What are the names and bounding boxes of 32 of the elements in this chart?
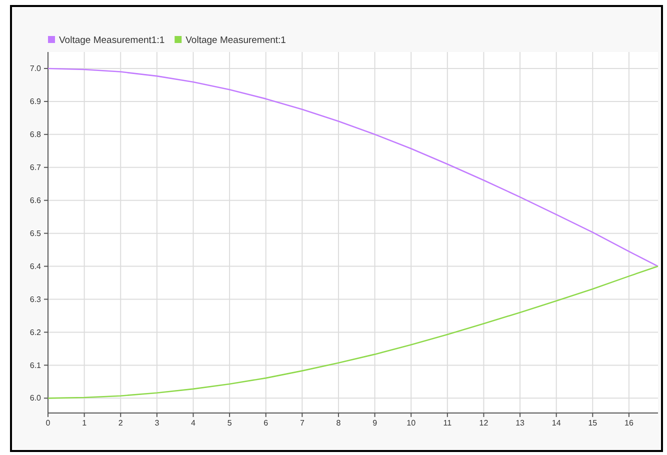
- y-tick-label: 6.5: [30, 228, 42, 238]
- x-tick-label: 0: [46, 418, 51, 428]
- y-tick-label: 6.6: [30, 196, 42, 205]
- x-tick-label: 7: [300, 418, 305, 428]
- x-tick-label: 14: [552, 418, 562, 428]
- x-tick-label: 13: [516, 418, 526, 428]
- x-tick-label: 11: [443, 418, 452, 428]
- x-tick-label: 4: [191, 418, 196, 428]
- x-tick-label: 8: [336, 418, 342, 428]
- x-tick-label: 3: [154, 418, 160, 428]
- x-tick-label: 10: [406, 418, 416, 428]
- x-tick-label: 9: [372, 418, 378, 428]
- y-tick-label: 6.7: [30, 162, 42, 172]
- x-tick-label: 12: [479, 418, 489, 428]
- legend-label: Voltage Measurement:1: [186, 35, 286, 46]
- line-series: [47, 266, 659, 399]
- x-tick-label: 1: [82, 418, 88, 428]
- y-tick-label: 6.1: [30, 360, 42, 370]
- y-tick-label: 7.0: [30, 64, 42, 74]
- y-tick-label: 6.9: [30, 97, 42, 106]
- x-tick-label: 5: [227, 418, 232, 428]
- x-tick-label: 2: [118, 418, 124, 428]
- legend-label: Voltage Measurement1:1: [59, 35, 165, 46]
- y-tick-label: 6.3: [30, 294, 42, 304]
- y-tick-label: 6.8: [30, 130, 42, 139]
- x-tick-label: 16: [624, 418, 634, 428]
- y-tick-label: 6.2: [30, 328, 42, 337]
- x-tick-label: 6: [264, 418, 269, 428]
- x-tick-label: 15: [588, 418, 598, 428]
- y-tick-label: 6.4: [30, 262, 42, 271]
- y-tick-label: 6.0: [30, 394, 42, 403]
- line-series: [47, 68, 659, 267]
